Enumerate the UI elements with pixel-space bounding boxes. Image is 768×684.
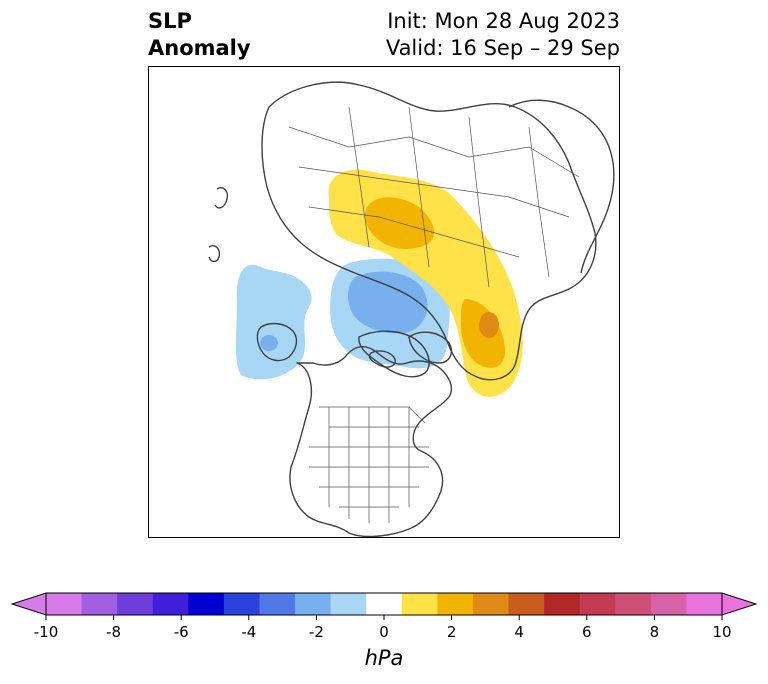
colorbar-tick-label: 6 [582, 623, 592, 641]
colorbar-segment [472, 593, 510, 615]
title-type: Anomaly [148, 36, 251, 60]
colorbar-segment [366, 593, 403, 615]
colorbar-segment [437, 593, 474, 615]
colorbar-extend-max [721, 592, 758, 616]
colorbar-segment [188, 593, 225, 615]
colorbar-tick-label: -2 [309, 623, 324, 641]
anomaly-fields [236, 169, 523, 397]
colorbar-tick-label: -6 [174, 623, 189, 641]
positive-anomaly-core [479, 312, 499, 338]
colorbar-segment [330, 593, 367, 615]
title-variable: SLP [148, 9, 192, 33]
colorbar-segment [508, 593, 545, 615]
valid-range: Valid: 16 Sep – 29 Sep [385, 36, 620, 60]
political-borders [288, 106, 580, 523]
negative-anomaly-pacific [236, 264, 312, 380]
chart-title-right: Init: Mon 28 Aug 2023 Valid: 16 Sep – 29… [386, 8, 620, 62]
colorbar-segment [650, 593, 687, 615]
colorbar-extend-min [10, 592, 47, 616]
colorbar-tick-label: 8 [650, 623, 660, 641]
colorbar-tick-label: 4 [514, 623, 524, 641]
colorbar-segment [117, 593, 154, 615]
chart-title-left: SLP Anomaly [148, 8, 251, 62]
colorbar-tick-label: -4 [241, 623, 256, 641]
colorbar-tick-label: -8 [106, 623, 121, 641]
colorbar-segment [544, 593, 581, 615]
init-date: Init: Mon 28 Aug 2023 [387, 9, 620, 33]
colorbar-tick-label: -10 [34, 623, 59, 641]
colorbar-tick-label: 2 [447, 623, 457, 641]
colorbar-ticks: -10 -8 -6 -4 -2 0 2 4 6 8 10 [34, 615, 732, 641]
map-canvas [208, 81, 615, 537]
colorbar-unit-label: hPa [364, 646, 404, 670]
coastlines [208, 81, 615, 537]
negative-anomaly-pacific-core [260, 335, 278, 351]
map-panel [148, 66, 620, 538]
colorbar: -10 -8 -6 -4 -2 0 2 4 6 8 10 [10, 592, 758, 641]
colorbar-tick-label: 10 [712, 623, 731, 641]
colorbar-segment [579, 593, 616, 615]
colorbar-segment [152, 593, 189, 615]
colorbar-segment [81, 593, 118, 615]
colorbar-segment [259, 593, 296, 615]
colorbar-segment [615, 593, 652, 615]
colorbar-segment [686, 593, 723, 615]
colorbar-segment [295, 593, 332, 615]
negative-anomaly-core [347, 271, 428, 334]
colorbar-segment [223, 593, 260, 615]
colorbar-segment [401, 593, 438, 615]
colorbar-tick-label: 0 [379, 623, 389, 641]
colorbar-segments [10, 592, 758, 616]
colorbar-segment [46, 593, 83, 615]
